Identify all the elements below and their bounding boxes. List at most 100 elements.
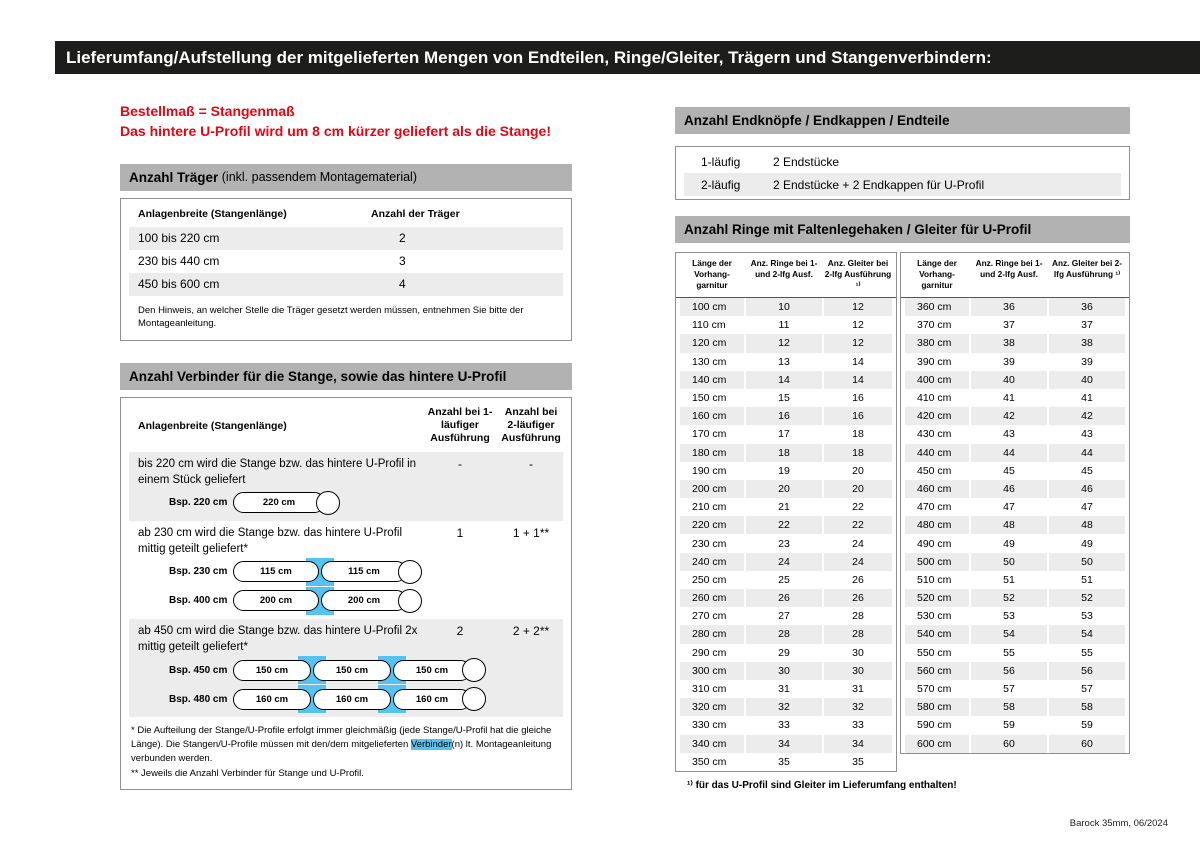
rings-cell: 45 — [1003, 464, 1015, 477]
ring-table-row: 490 cm 49 49 — [901, 534, 1129, 552]
rings-cell: 36 — [971, 298, 1047, 317]
length-cell: 550 cm — [917, 646, 952, 659]
ring-table-row: 280 cm 28 28 — [676, 625, 896, 644]
rings-cell: 30 — [746, 661, 822, 680]
length-cell: 150 cm — [692, 392, 727, 405]
traeger-range: 450 bis 600 cm — [138, 277, 220, 292]
ring-table-row: 420 cm 42 42 — [901, 407, 1129, 426]
traeger-count: 3 — [399, 254, 406, 269]
gliders-cell: 49 — [1081, 537, 1093, 550]
gliders-cell: 14 — [852, 355, 864, 368]
gliders-cell: 53 — [1081, 610, 1093, 623]
gliders-cell: 36 — [1049, 298, 1125, 317]
rings-cell: 17 — [778, 428, 790, 441]
length-cell: 510 cm — [917, 573, 952, 586]
rod-diagram: 200 cm 200 cm — [233, 586, 422, 615]
rings-cell: 59 — [1003, 719, 1015, 732]
ring-table-row: 510 cm 51 51 — [901, 571, 1129, 589]
traeger-row: 230 bis 440 cm 3 — [129, 250, 563, 273]
value-2laeufig: 2 + 2** — [512, 623, 550, 638]
ring-table-row: 330 cm 33 33 — [676, 716, 896, 734]
gliders-cell: 34 — [824, 734, 892, 753]
length-cell: 520 cm — [905, 589, 969, 608]
rings-cell: 20 — [746, 479, 822, 499]
ring-table-row: 570 cm 57 57 — [901, 680, 1129, 698]
rod-example: Bsp. 220 cm 220 cm — [129, 489, 563, 517]
ring-table-row: 410 cm 41 41 — [901, 389, 1129, 407]
gliders-cell: 33 — [852, 719, 864, 732]
ring-table-row: 100 cm 10 12 — [676, 298, 896, 317]
verbinder-table-header: Anlagenbreite (Stangenlänge) Anzahl bei … — [129, 398, 563, 451]
traeger-row: 100 bis 220 cm 2 — [129, 226, 563, 250]
gliders-cell: 41 — [1081, 392, 1093, 405]
rings-cell: 57 — [1003, 683, 1015, 696]
traeger-table-header: Anlagenbreite (Stangenlänge) Anzahl der … — [121, 199, 571, 227]
end-knob-icon — [398, 588, 422, 613]
laeufig-type: 1-läufig — [701, 154, 741, 169]
title-bar: Lieferumfang/Aufstellung der mitgeliefer… — [55, 41, 1200, 74]
length-cell: 490 cm — [917, 537, 952, 550]
length-cell: 440 cm — [905, 443, 969, 462]
verbinder-section-ab-230: ab 230 cm wird die Stange bzw. das hinte… — [129, 521, 563, 619]
traeger-note: Den Hinweis, an welcher Stelle die Träge… — [138, 304, 524, 330]
gliders-cell: 58 — [1049, 698, 1125, 717]
traeger-title: Anzahl Träger — [129, 169, 219, 185]
traeger-range: 230 bis 440 cm — [138, 254, 220, 269]
rod-segment: 150 cm — [233, 659, 311, 681]
ring-table-header: Länge der Vorhang-garnitur Anz. Ringe be… — [901, 253, 1129, 298]
rings-cell: 51 — [1003, 573, 1015, 586]
ring-col2-header: Anz. Ringe bei 1- und 2-lfg Ausf. — [975, 258, 1043, 279]
example-label: Bsp. 400 cm — [169, 595, 228, 607]
ring-table-row: 480 cm 48 48 — [901, 516, 1129, 535]
rings-cell: 40 — [971, 370, 1047, 389]
length-cell: 370 cm — [917, 319, 952, 332]
verbinder-col1-header: Anlagenbreite (Stangenlänge) — [138, 419, 287, 432]
rod-diagram: 220 cm — [233, 490, 340, 515]
ring-table-row: 550 cm 55 55 — [901, 644, 1129, 662]
gliders-cell: 14 — [824, 370, 892, 389]
gliders-cell: 47 — [1081, 501, 1093, 514]
gliders-cell: 24 — [824, 552, 892, 571]
value-1laeufig: - — [458, 456, 462, 471]
ring-table-row: 290 cm 29 30 — [676, 644, 896, 662]
length-cell: 270 cm — [692, 610, 727, 623]
gliders-cell: 60 — [1049, 734, 1125, 753]
ring-rows: 100 cm 10 12 110 cm 11 12 120 cm — [676, 298, 896, 771]
gliders-cell: 30 — [824, 661, 892, 680]
right-column: Anzahl Endknöpfe / Endkappen / Endteile … — [675, 107, 1130, 791]
rod-example: Bsp. 480 cm 160 cm 160 cm 160 cm — [129, 685, 563, 714]
gliders-cell: 45 — [1081, 464, 1093, 477]
ring-table-row: 200 cm 20 20 — [676, 479, 896, 499]
rings-cell: 10 — [746, 298, 822, 317]
rings-cell: 49 — [1003, 537, 1015, 550]
gliders-cell: 24 — [852, 537, 864, 550]
length-cell: 350 cm — [692, 755, 727, 768]
section-values-row: ab 230 cm wird die Stange bzw. das hinte… — [129, 525, 563, 557]
length-cell: 580 cm — [905, 698, 969, 717]
ring-table-row: 230 cm 23 24 — [676, 534, 896, 552]
length-cell: 140 cm — [680, 370, 744, 389]
rings-cell: 41 — [1003, 392, 1015, 405]
ring-table-row: 520 cm 52 52 — [901, 589, 1129, 608]
length-cell: 170 cm — [692, 428, 727, 441]
ring-table-row: 450 cm 45 45 — [901, 462, 1129, 480]
rings-cell: 37 — [1003, 319, 1015, 332]
rings-cell: 54 — [971, 625, 1047, 644]
ring-table-row: 540 cm 54 54 — [901, 625, 1129, 644]
gliders-cell: 26 — [852, 573, 864, 586]
length-cell: 190 cm — [692, 464, 727, 477]
traeger-title-suffix: (inkl. passendem Montagematerial) — [218, 170, 417, 185]
rings-cell: 43 — [1003, 428, 1015, 441]
rings-cell: 31 — [778, 683, 790, 696]
length-cell: 410 cm — [917, 392, 952, 405]
endteile-content: 2 Endstücke — [773, 154, 840, 169]
ring-table-row: 400 cm 40 40 — [901, 370, 1129, 389]
traeger-count: 4 — [399, 277, 406, 292]
rings-cell: 19 — [778, 464, 790, 477]
gliders-cell: 12 — [824, 334, 892, 353]
length-cell: 240 cm — [680, 552, 744, 571]
length-cell: 540 cm — [905, 625, 969, 644]
footnote-double-star: ** Jeweils die Anzahl Verbinder für Stan… — [131, 768, 364, 780]
example-label: Bsp. 230 cm — [169, 566, 228, 578]
